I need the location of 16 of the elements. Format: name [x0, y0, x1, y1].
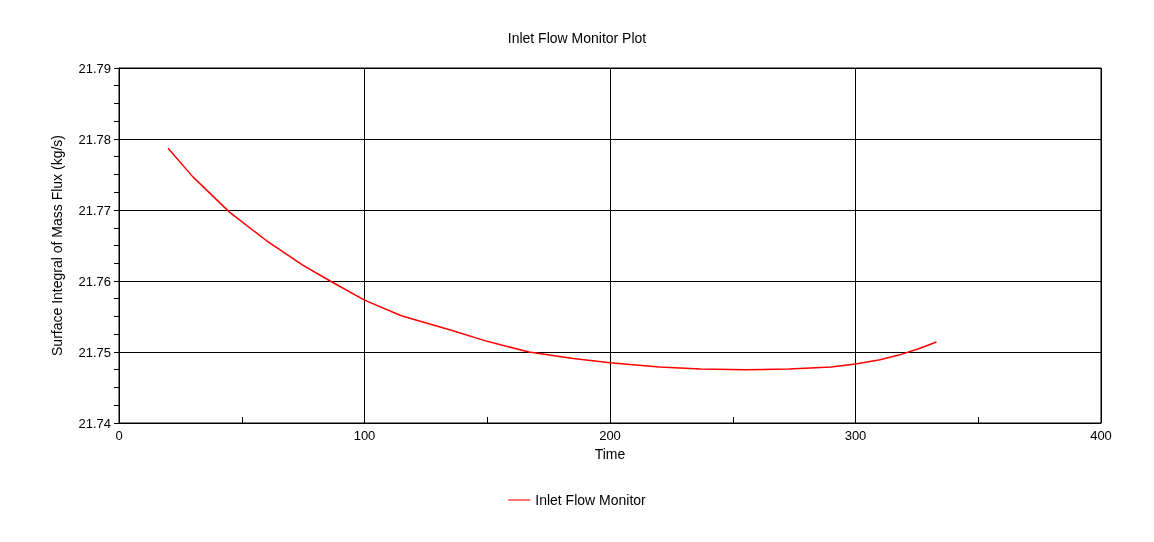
x-tick-label: 200: [599, 428, 621, 443]
chart-title: Inlet Flow Monitor Plot: [507, 30, 647, 46]
x-tick-label: 100: [353, 428, 376, 443]
line-series: [167, 147, 938, 371]
x-tick-label: 400: [1090, 428, 1112, 443]
y-tick-label: 21.74: [78, 415, 111, 431]
x-axis-title: Time: [594, 445, 626, 462]
y-tick-label: 21.78: [78, 131, 111, 147]
x-tick-label: 300: [844, 428, 867, 443]
y-tick-label: 21.75: [78, 344, 111, 360]
y-tick-label: 21.77: [78, 202, 111, 218]
x-tick-label: 0: [115, 428, 123, 443]
legend-label: Inlet Flow Monitor: [535, 492, 647, 508]
y-tick-label: 21.76: [78, 273, 111, 289]
y-tick-label: 21.79: [78, 60, 111, 76]
y-axis-title: Surface Integral of Mass Flux (kg/s): [49, 135, 65, 356]
